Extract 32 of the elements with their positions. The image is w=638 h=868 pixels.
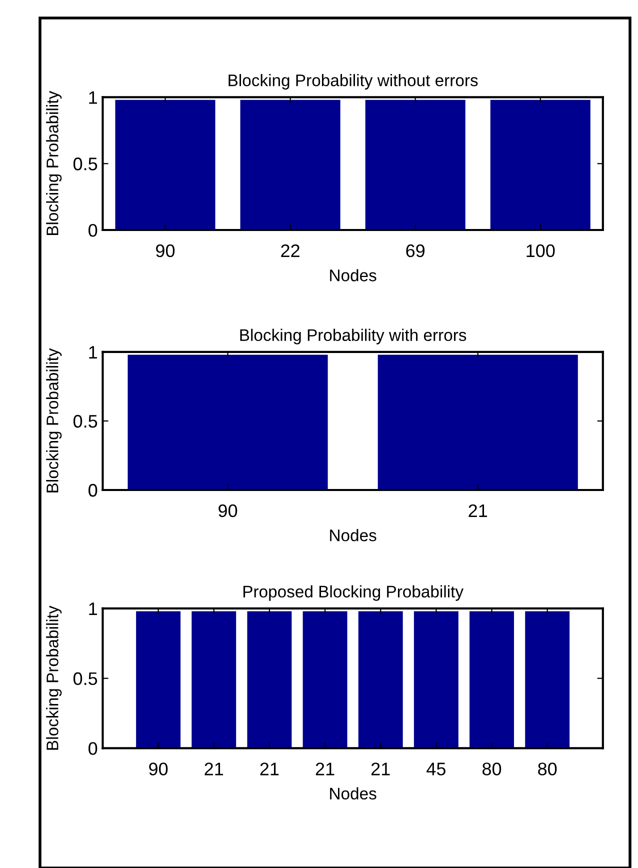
x-tick-label: 22 (281, 244, 300, 257)
x-tick-label: 90 (218, 504, 238, 518)
y-axis-title: Blocking Probability (46, 606, 62, 750)
x-tick-label: 100 (526, 244, 555, 258)
x-tick-label: 69 (406, 244, 425, 258)
x-tick-label: 45 (426, 762, 446, 776)
x-tick-label: 21 (371, 762, 390, 776)
x-axis-title: Nodes (330, 787, 376, 800)
x-tick-label: 21 (468, 504, 488, 517)
y-tick-label: 1 (89, 91, 97, 104)
y-tick-label: 0 (88, 484, 98, 497)
x-tick-label: 80 (482, 762, 502, 776)
x-tick-label: 21 (204, 762, 224, 776)
x-axis-title: Nodes (330, 269, 376, 282)
chart-title: Proposed Blocking Probability (243, 585, 464, 601)
y-tick-label: 1 (89, 602, 97, 616)
x-tick-label: 90 (156, 244, 175, 258)
y-tick-label: 0 (88, 742, 98, 755)
y-axis-title: Blocking Probability (46, 90, 62, 235)
x-tick-label: 21 (260, 762, 279, 776)
x-axis-title: Nodes (330, 529, 376, 542)
y-tick-label: 0.5 (73, 414, 98, 428)
y-axis-title: Blocking Probability (46, 348, 62, 492)
chart-title: Blocking Probability without errors (228, 74, 478, 90)
chart-title: Blocking Probability with errors (240, 328, 466, 344)
y-tick-label: 1 (89, 346, 97, 359)
x-tick-label: 21 (316, 762, 334, 776)
y-tick-label: 0 (88, 224, 98, 237)
x-tick-label: 80 (538, 762, 557, 776)
x-tick-label: 90 (149, 762, 168, 776)
y-tick-label: 0.5 (73, 158, 98, 170)
y-tick-label: 0.5 (73, 672, 98, 686)
